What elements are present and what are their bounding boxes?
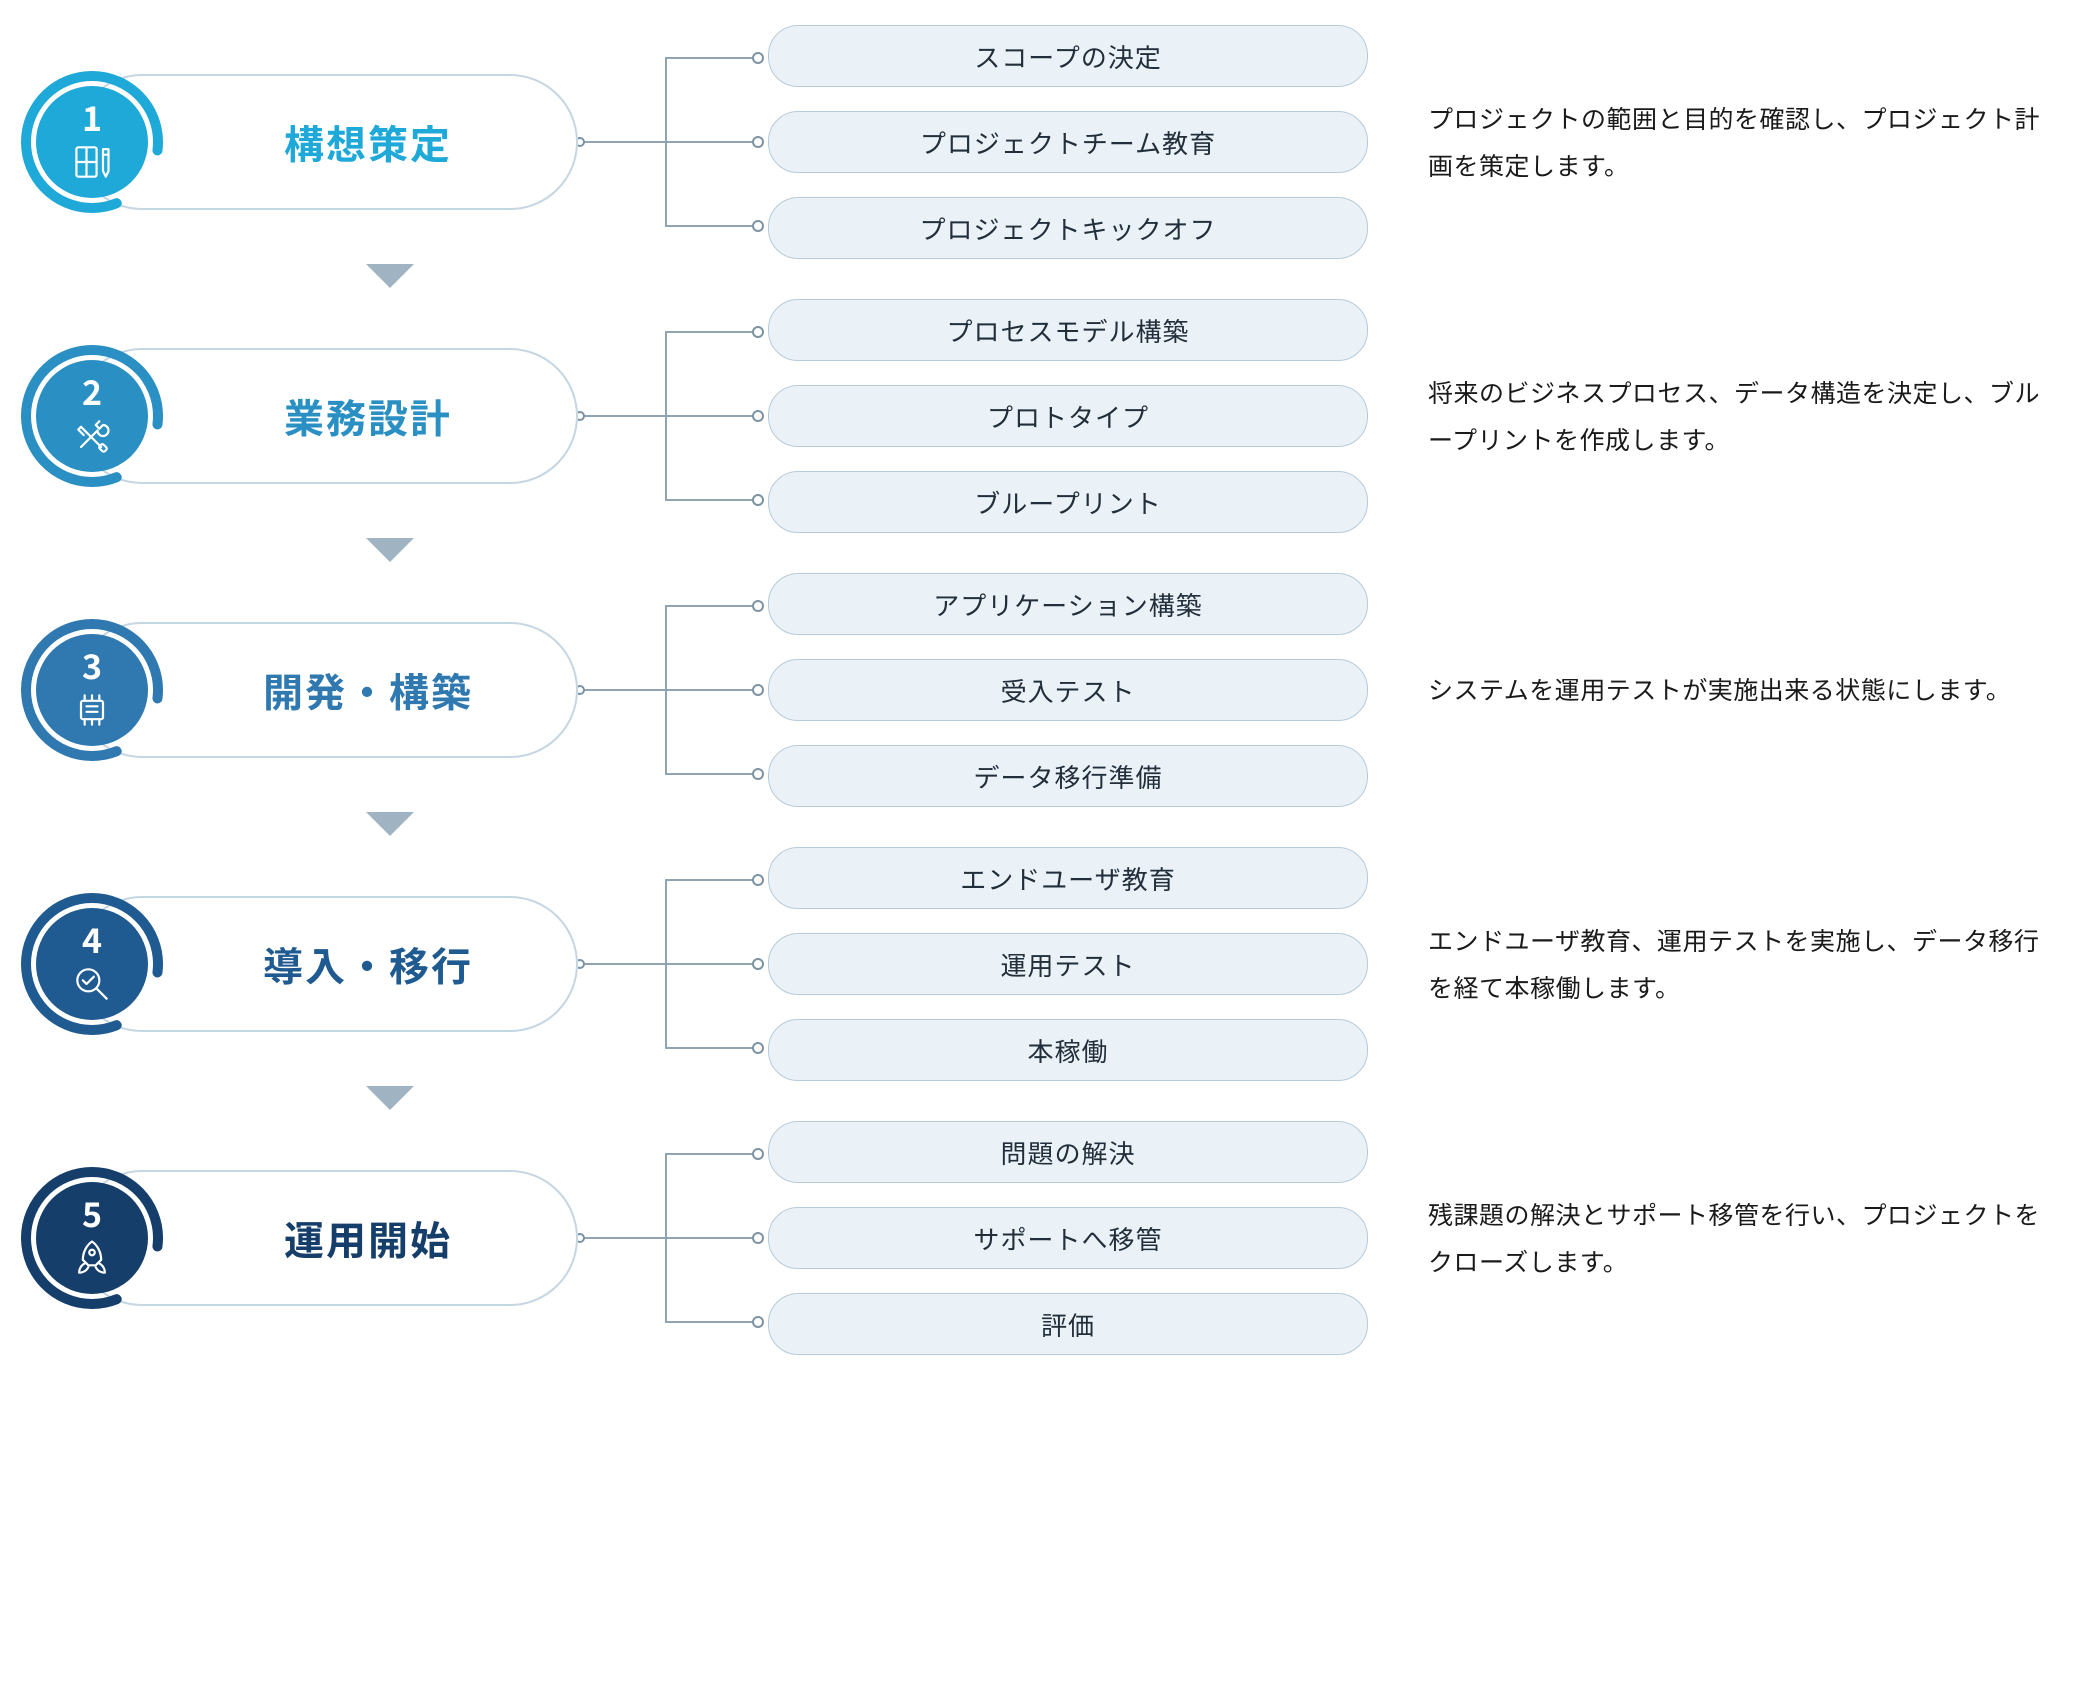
phase-row-2: 業務設計 2 プロセスモデル構築プロトタイプブループリント将来のビジネスプロセス… xyxy=(20,302,2060,530)
phase-badge-core: 2 xyxy=(36,360,148,472)
phase-title: 業務設計 xyxy=(284,387,452,445)
task-pill: サポートへ移管 xyxy=(768,1207,1368,1269)
task-pill: アプリケーション構築 xyxy=(768,573,1368,635)
phase-badge-core: 4 xyxy=(36,908,148,1020)
phase-1-tasks: スコープの決定プロジェクトチーム教育プロジェクトキックオフ xyxy=(768,25,1368,259)
phase-number: 1 xyxy=(82,100,102,134)
connector xyxy=(578,28,768,256)
phase-badge-3: 3 xyxy=(20,618,164,762)
phase-title: 構想策定 xyxy=(284,113,452,171)
phase-number: 2 xyxy=(82,374,102,408)
phase-badge-2: 2 xyxy=(20,344,164,488)
task-pill: 問題の解決 xyxy=(768,1121,1368,1183)
phase-row-5: 運用開始 5 問題の解決サポートへ移管評価残課題の解決とサポート移管を行い、プロ… xyxy=(20,1124,2060,1352)
phase-3-description: システムを運用テストが実施出来る状態にします。 xyxy=(1368,666,2060,714)
phase-row-1: 構想策定 1 スコープの決定プロジェクトチーム教育プロジェクトキックオフプロジェ… xyxy=(20,28,2060,256)
phase-number: 3 xyxy=(82,648,102,682)
phase-5-tasks: 問題の解決サポートへ移管評価 xyxy=(768,1121,1368,1355)
task-pill: スコープの決定 xyxy=(768,25,1368,87)
phase-capsule-5: 運用開始 5 xyxy=(20,1170,578,1306)
phase-plan-icon xyxy=(70,140,114,184)
task-pill: 評価 xyxy=(768,1293,1368,1355)
phase-badge-core: 1 xyxy=(36,86,148,198)
task-pill: プロジェクトキックオフ xyxy=(768,197,1368,259)
phase-capsule-1: 構想策定 1 xyxy=(20,74,578,210)
task-pill: プロトタイプ xyxy=(768,385,1368,447)
phase-capsule-3: 開発・構築 3 xyxy=(20,622,578,758)
task-pill: プロセスモデル構築 xyxy=(768,299,1368,361)
phase-verify-icon xyxy=(70,962,114,1006)
phase-build-icon xyxy=(70,688,114,732)
phase-1-description: プロジェクトの範囲と目的を確認し、プロジェクト計画を策定します。 xyxy=(1368,95,2060,190)
connector xyxy=(578,576,768,804)
phase-4-description: エンドユーザ教育、運用テストを実施し、データ移行を経て本稼働します。 xyxy=(1368,917,2060,1012)
task-pill: ブループリント xyxy=(768,471,1368,533)
connector xyxy=(578,850,768,1078)
phase-2-tasks: プロセスモデル構築プロトタイプブループリント xyxy=(768,299,1368,533)
task-pill: データ移行準備 xyxy=(768,745,1368,807)
task-pill: 受入テスト xyxy=(768,659,1368,721)
phase-title: 運用開始 xyxy=(284,1209,452,1267)
phase-5-description: 残課題の解決とサポート移管を行い、プロジェクトをクローズします。 xyxy=(1368,1191,2060,1286)
down-arrow xyxy=(20,530,2060,576)
phase-capsule-2: 業務設計 2 xyxy=(20,348,578,484)
connector xyxy=(578,302,768,530)
phase-row-3: 開発・構築 3 アプリケーション構築受入テストデータ移行準備システムを運用テスト… xyxy=(20,576,2060,804)
phase-capsule-4: 導入・移行 4 xyxy=(20,896,578,1032)
phase-launch-icon xyxy=(70,1236,114,1280)
phase-badge-core: 3 xyxy=(36,634,148,746)
phase-number: 5 xyxy=(82,1196,102,1230)
phase-badge-core: 5 xyxy=(36,1182,148,1294)
task-pill: 運用テスト xyxy=(768,933,1368,995)
phase-badge-5: 5 xyxy=(20,1166,164,1310)
phase-badge-1: 1 xyxy=(20,70,164,214)
connector xyxy=(578,1124,768,1352)
phase-4-tasks: エンドユーザ教育運用テスト本稼働 xyxy=(768,847,1368,1081)
phase-row-4: 導入・移行 4 エンドユーザ教育運用テスト本稼働エンドユーザ教育、運用テストを実… xyxy=(20,850,2060,1078)
phase-tools-icon xyxy=(70,414,114,458)
phase-2-description: 将来のビジネスプロセス、データ構造を決定し、ブループリントを作成します。 xyxy=(1368,369,2060,464)
task-pill: プロジェクトチーム教育 xyxy=(768,111,1368,173)
down-arrow xyxy=(20,1078,2060,1124)
down-arrow xyxy=(20,256,2060,302)
phase-badge-4: 4 xyxy=(20,892,164,1036)
phase-title: 導入・移行 xyxy=(263,935,473,993)
task-pill: 本稼働 xyxy=(768,1019,1368,1081)
phase-number: 4 xyxy=(82,922,102,956)
phase-title: 開発・構築 xyxy=(263,661,473,719)
phase-3-tasks: アプリケーション構築受入テストデータ移行準備 xyxy=(768,573,1368,807)
down-arrow xyxy=(20,804,2060,850)
task-pill: エンドユーザ教育 xyxy=(768,847,1368,909)
